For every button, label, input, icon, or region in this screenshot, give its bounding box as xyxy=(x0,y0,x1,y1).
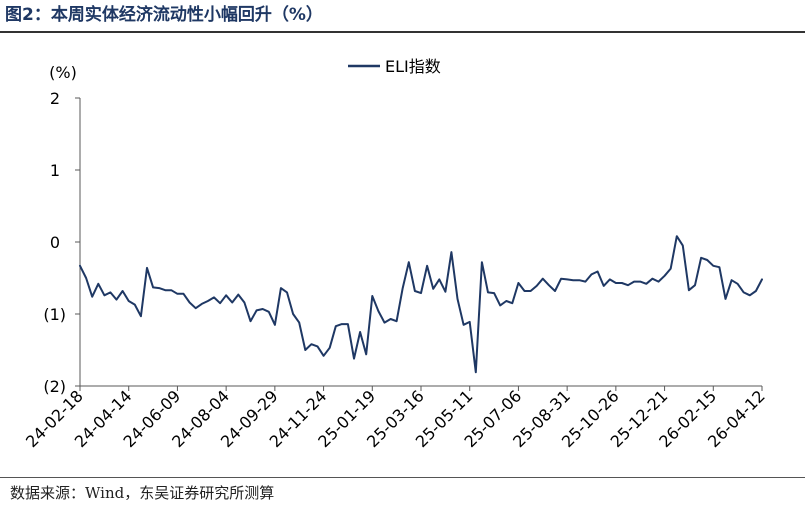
series-line-0 xyxy=(79,235,763,374)
y-axis-title: (%) xyxy=(49,63,77,82)
x-axis-ticks: 24-02-1824-04-1424-06-0924-08-0424-09-29… xyxy=(22,386,769,451)
y-tick-label: (2) xyxy=(43,377,66,396)
y-tick-label: 2 xyxy=(50,89,60,108)
legend-label: ELI指数 xyxy=(385,57,441,76)
title-rule xyxy=(0,31,805,33)
y-tick-label: 0 xyxy=(50,233,60,252)
source-rule xyxy=(0,477,805,478)
figure-title: 图2：本周实体经济流动性小幅回升（%） xyxy=(5,5,323,25)
legend: ELI指数 xyxy=(348,57,441,76)
source-note: 数据来源：Wind，东吴证券研究所测算 xyxy=(10,484,275,502)
y-tick-label: (1) xyxy=(43,305,66,324)
series-layer xyxy=(79,235,763,374)
y-tick-label: 1 xyxy=(50,161,60,180)
y-axis-ticks: 2 1 0 (1) (2) xyxy=(43,89,80,396)
